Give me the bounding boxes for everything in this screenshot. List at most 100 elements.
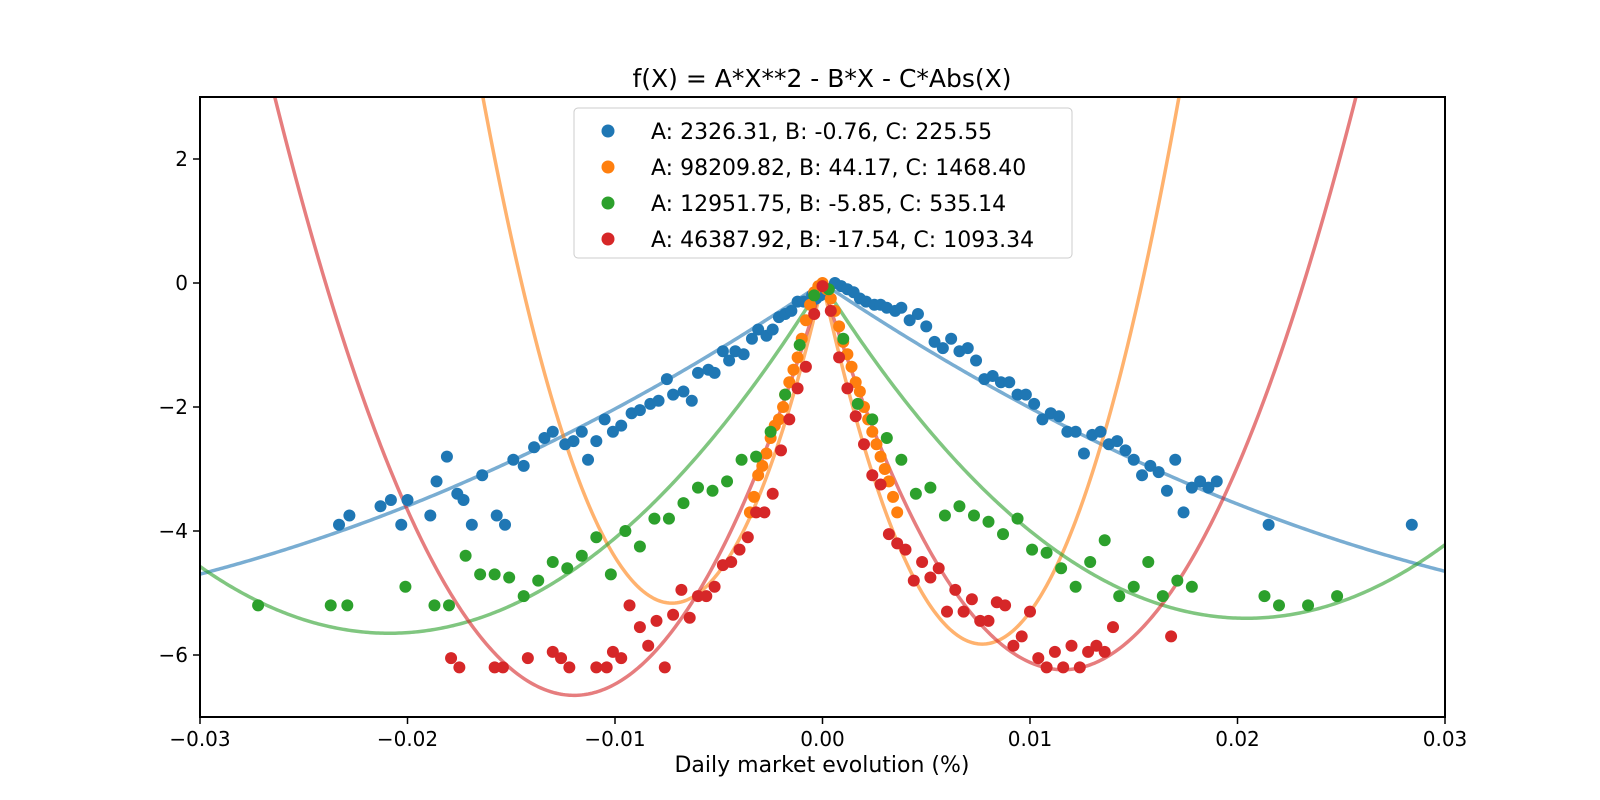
data-point xyxy=(924,571,937,584)
data-point xyxy=(936,342,949,355)
data-point xyxy=(507,453,520,466)
data-point xyxy=(1136,469,1149,482)
data-point xyxy=(633,540,646,553)
data-point xyxy=(662,512,675,525)
x-tick-label: 0.00 xyxy=(800,727,845,751)
data-point xyxy=(1194,475,1207,488)
data-point xyxy=(488,661,501,674)
data-point xyxy=(428,599,441,612)
data-point xyxy=(752,323,765,336)
series-points xyxy=(252,283,1344,612)
data-point xyxy=(837,332,850,345)
data-point xyxy=(1405,518,1418,531)
fit-lines xyxy=(200,97,1445,698)
x-axis-label: Daily market evolution (%) xyxy=(674,753,969,778)
data-point xyxy=(474,568,487,581)
data-point xyxy=(1036,413,1049,426)
data-point xyxy=(735,453,748,466)
x-tick-label: −0.01 xyxy=(584,727,645,751)
chart-title: f(X) = A*X**2 - B*X - C*Abs(X) xyxy=(632,64,1011,93)
data-point xyxy=(737,348,750,361)
data-point xyxy=(1053,410,1066,423)
data-point xyxy=(606,645,619,658)
data-point xyxy=(324,599,337,612)
data-point xyxy=(961,342,974,355)
data-point xyxy=(590,531,603,544)
data-point xyxy=(582,453,595,466)
data-point xyxy=(685,394,698,407)
data-point xyxy=(590,661,603,674)
data-point xyxy=(866,469,879,482)
data-point xyxy=(555,652,568,665)
x-tick-label: −0.03 xyxy=(169,727,230,751)
data-point xyxy=(1040,661,1053,674)
legend-box xyxy=(573,107,1073,259)
data-point xyxy=(785,304,798,317)
data-point xyxy=(341,599,354,612)
data-point xyxy=(866,425,879,438)
data-point xyxy=(488,568,501,581)
data-point xyxy=(521,652,534,665)
legend-marker xyxy=(601,124,615,138)
data-point xyxy=(878,463,891,475)
data-point xyxy=(708,580,721,593)
data-point xyxy=(1331,590,1344,603)
data-point xyxy=(496,661,509,674)
data-point xyxy=(808,289,821,302)
y-tick-label: −6 xyxy=(159,643,188,667)
data-point xyxy=(733,543,746,556)
data-point xyxy=(970,354,983,367)
x-axis: −0.03 −0.02 −0.01 0.00 0.01 0.02 0.03 xyxy=(169,717,1467,751)
legend-marker xyxy=(601,160,615,174)
data-point xyxy=(880,432,893,444)
data-point xyxy=(804,298,817,311)
data-point xyxy=(916,556,929,568)
data-point xyxy=(870,438,883,451)
data-point xyxy=(752,469,765,482)
data-point xyxy=(675,583,688,596)
data-point xyxy=(1119,444,1132,457)
data-point xyxy=(1144,459,1157,472)
y-tick-label: −2 xyxy=(159,395,188,419)
data-point xyxy=(957,605,970,618)
data-point xyxy=(1098,534,1111,547)
data-point xyxy=(791,382,804,395)
y-tick-label: 2 xyxy=(175,147,188,171)
data-point xyxy=(1048,645,1061,658)
data-point xyxy=(787,363,800,376)
data-point xyxy=(750,506,763,519)
data-point xyxy=(430,475,443,488)
data-point xyxy=(619,525,632,537)
data-point xyxy=(1127,580,1140,593)
data-point xyxy=(1011,512,1024,525)
data-point xyxy=(967,509,980,522)
data-point xyxy=(590,435,603,448)
data-point xyxy=(824,292,837,305)
data-point xyxy=(667,388,680,401)
data-point xyxy=(997,528,1010,541)
data-point xyxy=(1156,590,1169,603)
data-point xyxy=(1007,639,1020,652)
data-point xyxy=(528,441,541,454)
data-point xyxy=(1032,652,1045,665)
x-tick-label: 0.03 xyxy=(1423,727,1468,751)
data-point xyxy=(895,301,908,314)
data-point xyxy=(766,323,779,336)
data-point xyxy=(1040,546,1053,559)
data-point xyxy=(750,450,763,463)
legend-entry-label: A: 46387.92, B: -17.54, C: 1093.34 xyxy=(651,228,1034,253)
data-point xyxy=(343,509,356,522)
data-point xyxy=(1057,661,1070,674)
data-point xyxy=(424,509,437,522)
data-point xyxy=(1084,556,1097,568)
data-point xyxy=(503,571,516,584)
data-point xyxy=(1026,543,1039,556)
data-point xyxy=(1011,388,1024,401)
data-point xyxy=(399,580,412,593)
data-point xyxy=(986,370,999,382)
data-point xyxy=(745,332,758,345)
data-point xyxy=(932,562,945,575)
legend: A: 2326.31, B: -0.76, C: 225.55 A: 98209.… xyxy=(573,107,1073,259)
data-point xyxy=(1169,453,1182,466)
data-point xyxy=(882,528,895,541)
